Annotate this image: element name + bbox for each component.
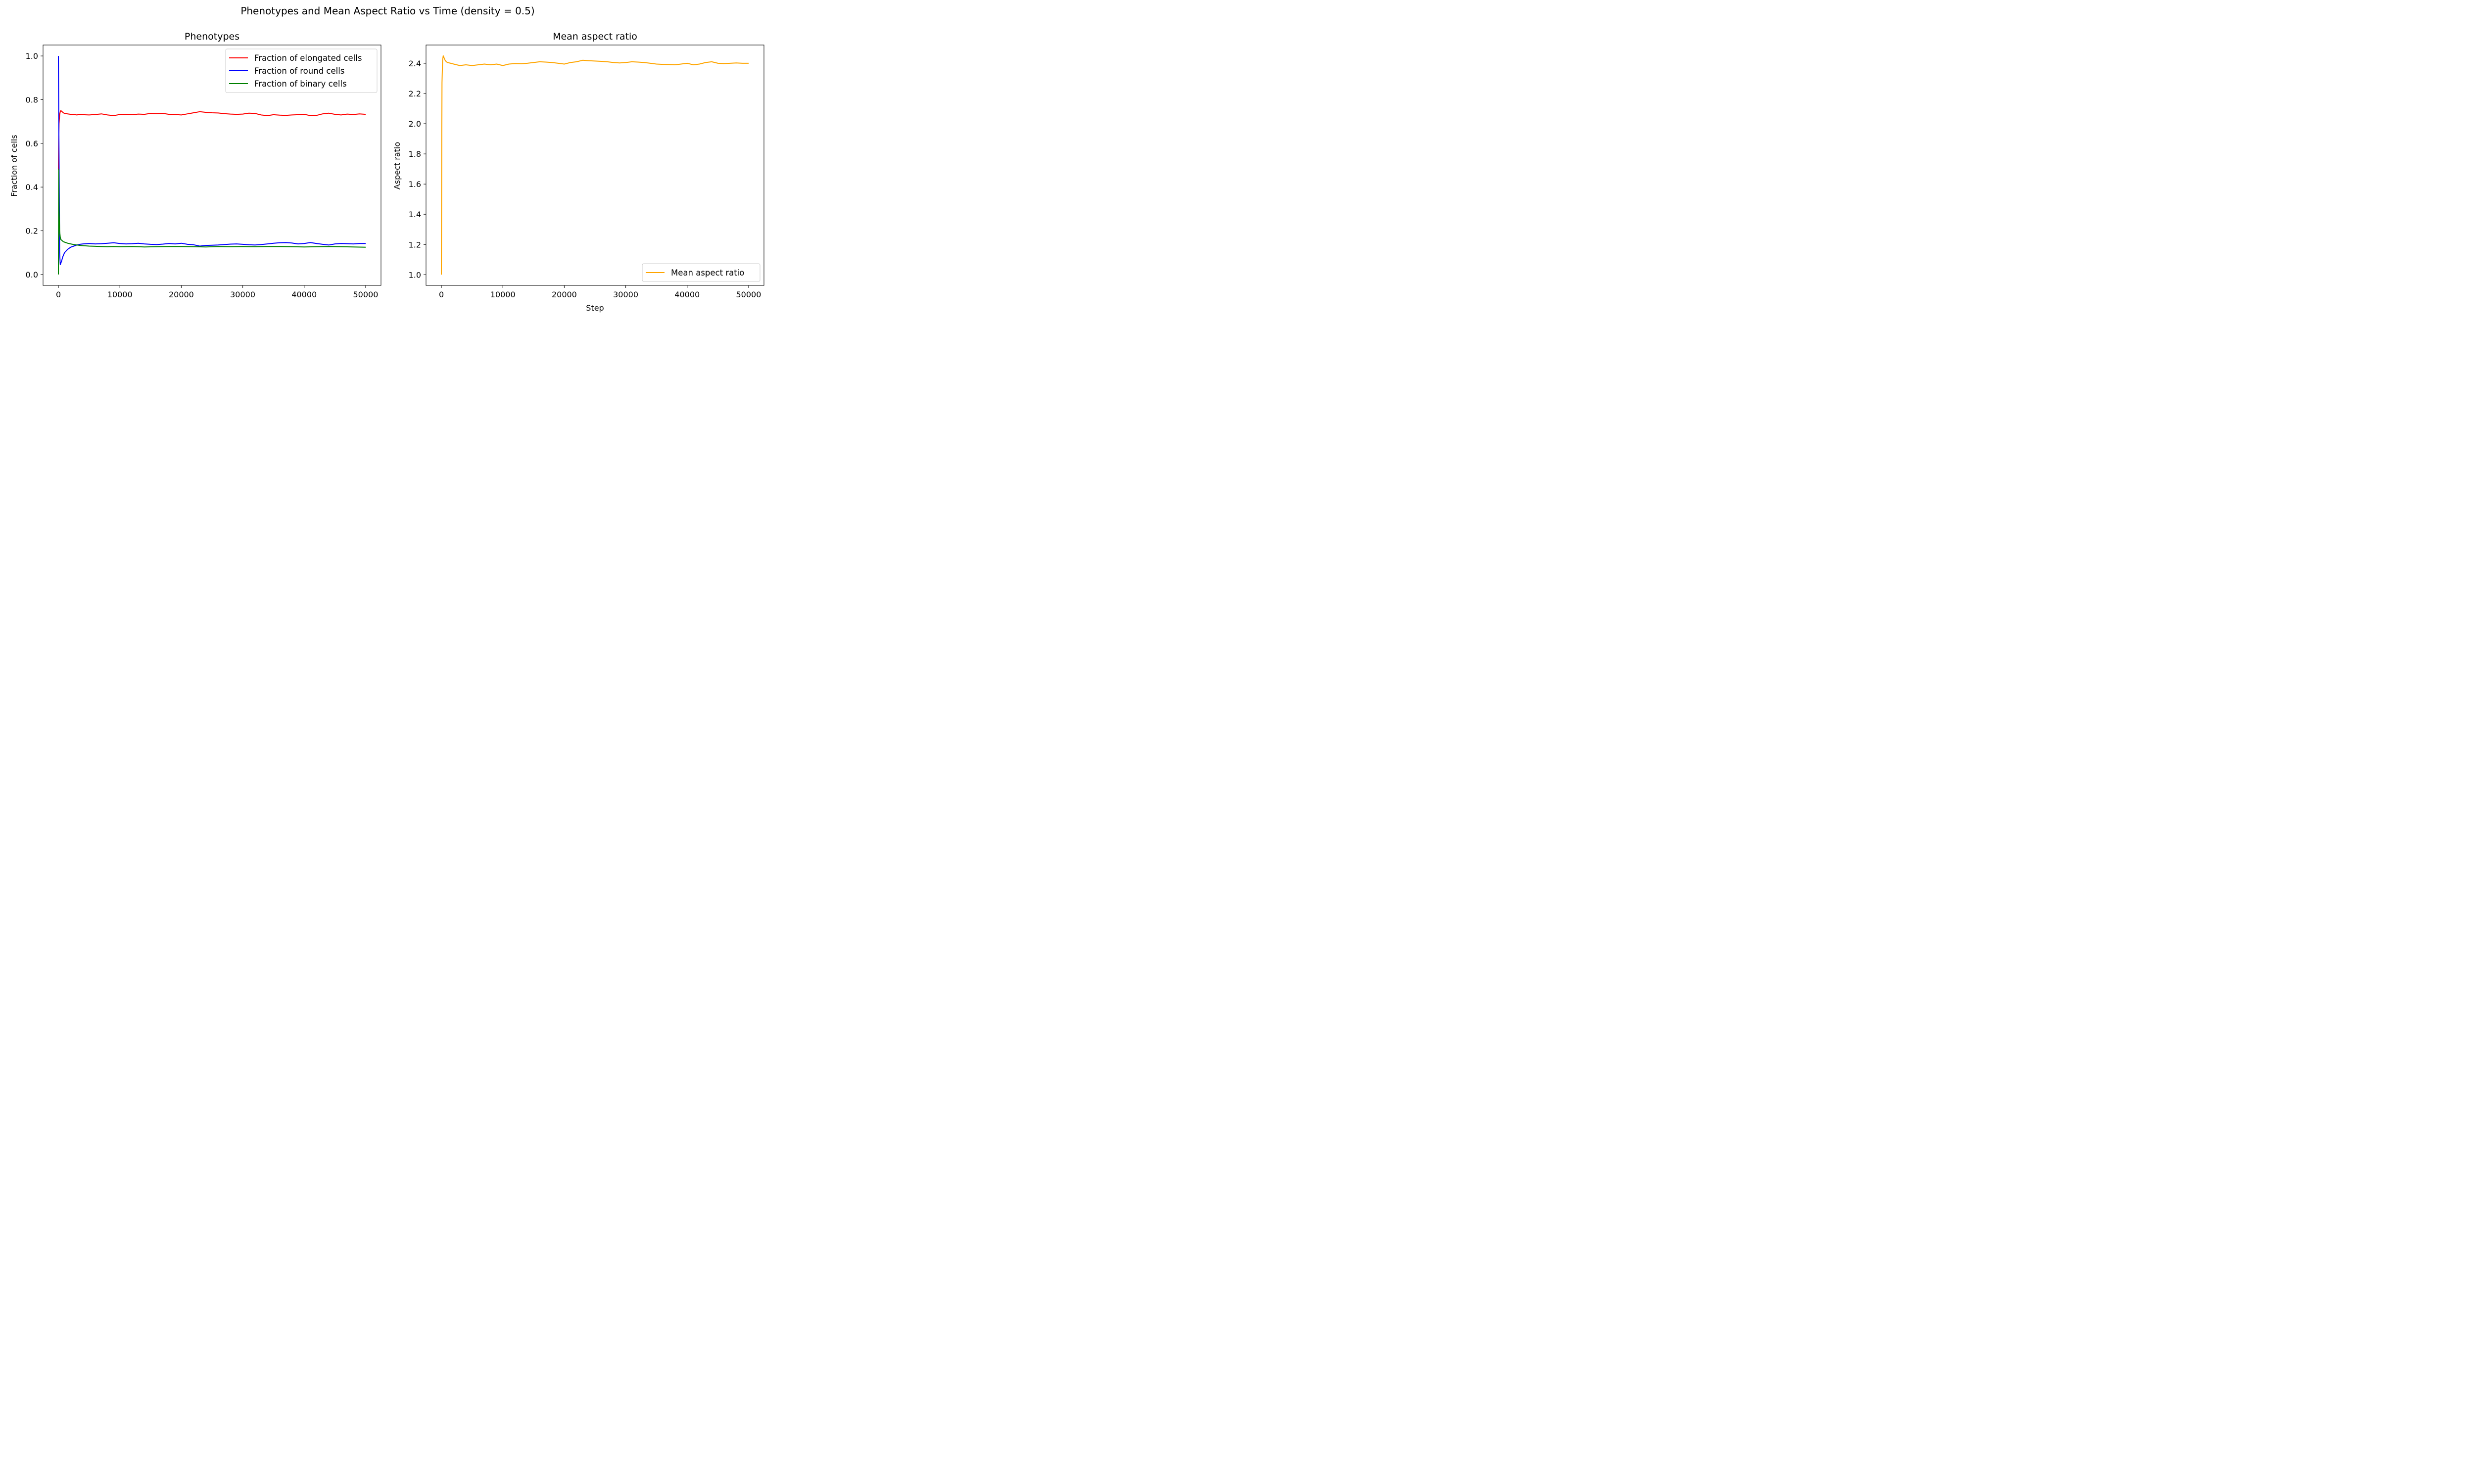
aspect-ratio-y-tick-label: 1.8: [409, 149, 421, 159]
aspect-ratio-y-tick-label: 1.6: [409, 180, 421, 189]
legend-label-mean-aspect-ratio: Mean aspect ratio: [671, 268, 744, 278]
phenotypes-y-tick-label: 0.6: [26, 139, 38, 148]
phenotypes-legend: Fraction of elongated cells Fraction of r…: [225, 48, 378, 93]
aspect-ratio-x-tick-label: 40000: [674, 290, 700, 299]
phenotypes-y-tick-label: 0.4: [26, 183, 38, 192]
aspect-ratio-x-tick-label: 20000: [552, 290, 577, 299]
aspect-ratio-series: [441, 55, 749, 275]
phenotypes-panel-title: Phenotypes: [185, 31, 239, 42]
aspect-ratio-y-tick-label: 1.2: [409, 240, 421, 249]
aspect-ratio-plot-frame: [426, 45, 764, 286]
phenotypes-x-tick-label: 20000: [169, 290, 194, 299]
figure-title: Phenotypes and Mean Aspect Ratio vs Time…: [240, 5, 534, 17]
aspect-ratio-x-tick-label: 10000: [490, 290, 516, 299]
phenotypes-ticks: 0 10000 20000 30000 40000 50000 0.0 0.2 0.4 0.6 0.…: [26, 51, 379, 299]
aspect-ratio-panel-title: Mean aspect ratio: [553, 31, 637, 42]
legend-label-fraction-of-elongated-cells: Fraction of elongated cells: [254, 53, 362, 63]
aspect-ratio-x-tick-label: 30000: [613, 290, 638, 299]
figure: Phenotypes and Mean Aspect Ratio vs Time…: [0, 0, 775, 323]
phenotypes-y-tick-label: 0.0: [26, 270, 38, 279]
aspect-ratio-ticks: 0 10000 20000 30000 40000 50000 1.0 1.2 1.4 1.6 1.…: [409, 59, 761, 299]
aspect-ratio-y-tick-label: 2.0: [409, 119, 421, 129]
series-line-fraction-of-elongated-cells: [58, 110, 366, 170]
phenotypes-x-tick-label: 10000: [107, 290, 133, 299]
phenotypes-legend-box: [225, 48, 378, 93]
series-line-fraction-of-binary-cells: [58, 169, 366, 275]
phenotypes-plot-frame: [43, 45, 381, 286]
aspect-ratio-x-tick-label: 0: [439, 290, 444, 299]
phenotypes-panel: Phenotypes Fraction of cells 0 10000 20000…: [9, 31, 381, 299]
phenotypes-y-tick-label: 0.2: [26, 227, 38, 236]
series-line-mean-aspect-ratio: [441, 55, 749, 275]
aspect-ratio-x-tick-label: 50000: [736, 290, 761, 299]
aspect-ratio-panel: Mean aspect ratio Aspect ratio Step 0 100…: [392, 31, 764, 313]
aspect-ratio-y-tick-label: 2.4: [409, 59, 421, 68]
phenotypes-x-tick-label: 40000: [291, 290, 317, 299]
legend-label-fraction-of-round-cells: Fraction of round cells: [254, 66, 344, 76]
aspect-ratio-y-tick-label: 1.0: [409, 270, 421, 279]
phenotypes-y-tick-label: 1.0: [26, 51, 38, 61]
phenotypes-x-tick-label: 0: [56, 290, 61, 299]
legend-label-fraction-of-binary-cells: Fraction of binary cells: [254, 79, 347, 89]
phenotypes-x-tick-label: 30000: [230, 290, 255, 299]
phenotypes-series: [58, 56, 366, 275]
aspect-ratio-y-tick-label: 1.4: [409, 210, 421, 219]
phenotypes-y-axis-label: Fraction of cells: [9, 135, 19, 196]
aspect-ratio-legend-box: [642, 263, 761, 282]
phenotypes-x-tick-label: 50000: [353, 290, 379, 299]
aspect-ratio-y-axis-label: Aspect ratio: [392, 142, 402, 189]
aspect-ratio-y-tick-label: 2.2: [409, 89, 421, 98]
aspect-ratio-x-axis-label: Step: [586, 303, 604, 313]
phenotypes-y-tick-label: 0.8: [26, 95, 38, 104]
series-line-fraction-of-round-cells: [58, 56, 366, 265]
aspect-ratio-legend: Mean aspect ratio: [642, 263, 761, 282]
